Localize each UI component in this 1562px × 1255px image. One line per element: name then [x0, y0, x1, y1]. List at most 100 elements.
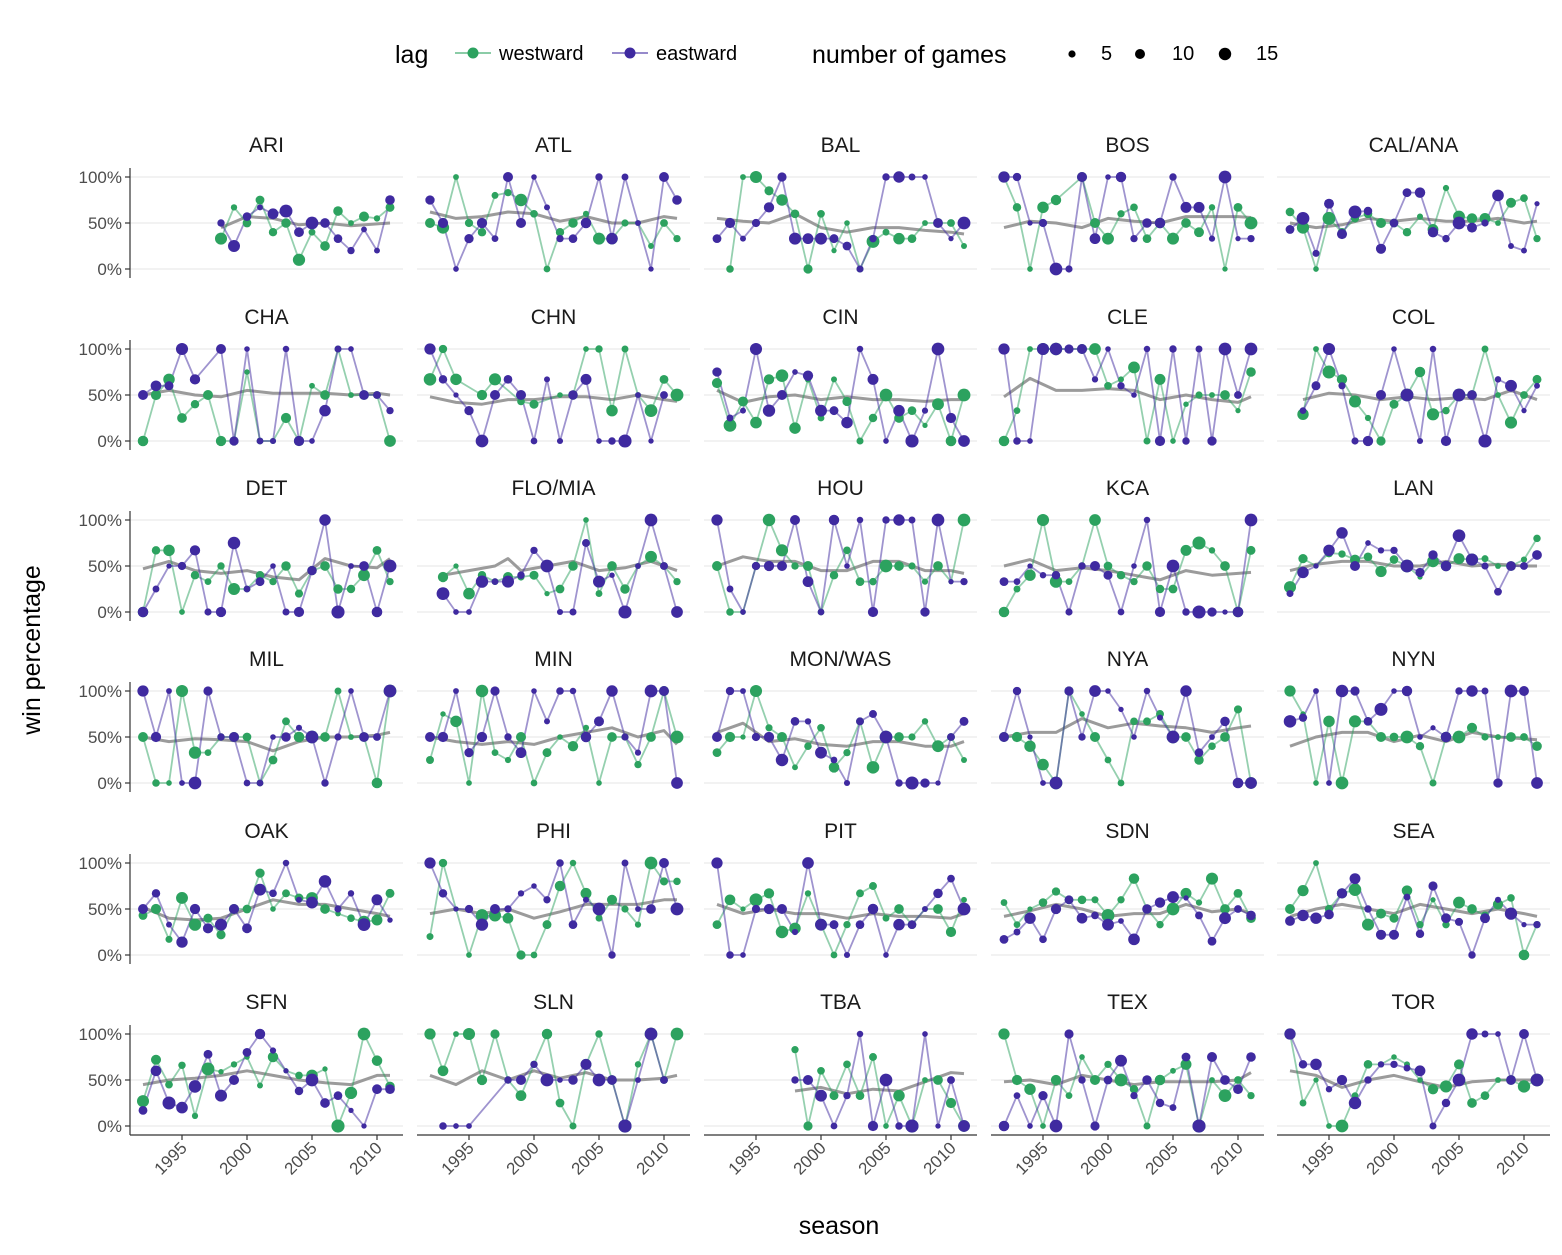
trend-line	[442, 557, 678, 577]
eastward-point	[1481, 562, 1489, 570]
eastward-point	[726, 951, 734, 959]
eastward-point	[1390, 1060, 1398, 1069]
eastward-point	[935, 780, 941, 786]
westward-point	[1363, 1060, 1373, 1069]
westward-point	[1336, 374, 1348, 385]
westward-point	[1205, 872, 1219, 885]
eastward-point	[1192, 605, 1206, 619]
facet-col: COL	[1277, 306, 1550, 448]
eastward-point	[166, 921, 172, 928]
westward-point	[137, 435, 149, 447]
westward-point	[789, 422, 801, 434]
eastward-point	[659, 172, 669, 182]
westward-point	[829, 1091, 839, 1101]
eastward-point	[269, 889, 277, 898]
westward-point	[437, 571, 449, 583]
eastward-point	[515, 1074, 527, 1086]
westward-point	[740, 734, 746, 740]
westward-point	[320, 732, 330, 742]
westward-point	[583, 346, 589, 352]
eastward-point	[1335, 684, 1349, 698]
eastward-point	[1494, 896, 1502, 903]
eastward-point	[1232, 777, 1244, 789]
westward-point	[1114, 1073, 1128, 1087]
eastward-point	[1363, 717, 1373, 726]
westward-point	[293, 731, 305, 743]
westward-line	[429, 1030, 678, 1129]
westward-point	[1518, 949, 1530, 961]
westward-point	[828, 762, 840, 773]
eastward-point	[556, 437, 564, 445]
facet-title: MIN	[534, 648, 573, 671]
facet-title: KCA	[1106, 477, 1149, 500]
facet-title: BOS	[1105, 134, 1149, 157]
eastward-point	[453, 688, 459, 694]
westward-point	[1495, 563, 1501, 569]
eastward-point	[659, 858, 669, 868]
eastward-point	[1324, 909, 1334, 920]
eastward-point	[998, 343, 1010, 355]
eastward-point	[922, 906, 928, 912]
eastward-point	[515, 217, 527, 229]
eastward-point	[1336, 1074, 1348, 1086]
y-tick-label: 100%	[79, 511, 122, 530]
westward-point	[868, 413, 878, 423]
eastward-point	[1533, 920, 1541, 929]
eastward-point	[150, 1065, 162, 1077]
eastward-point	[1105, 688, 1111, 694]
eastward-point	[305, 1073, 319, 1087]
eastward-point	[215, 606, 227, 618]
westward-point	[998, 435, 1010, 447]
westward-point	[644, 856, 658, 870]
eastward-point	[1364, 905, 1372, 913]
eastward-point	[242, 923, 252, 934]
westward-point	[957, 513, 971, 527]
westward-point	[673, 577, 681, 586]
eastward-point	[958, 435, 970, 447]
westward-point	[1036, 513, 1050, 527]
legend-size-label-5: 5	[1101, 43, 1112, 65]
westward-point	[152, 779, 160, 787]
eastward-point	[867, 373, 879, 385]
eastward-point	[1532, 550, 1542, 560]
westward-point	[1089, 514, 1101, 526]
eastward-point	[1440, 435, 1452, 447]
eastward-point	[740, 235, 746, 242]
eastward-point	[947, 733, 955, 741]
eastward-point	[1195, 911, 1203, 920]
westward-point	[1520, 556, 1528, 563]
facet-title: LAN	[1393, 477, 1434, 500]
legend-westward-label: westward	[498, 43, 583, 65]
eastward-point	[177, 561, 187, 571]
westward-point	[932, 398, 944, 411]
westward-point	[1452, 730, 1466, 744]
eastward-point	[790, 717, 800, 726]
eastward-point	[1076, 912, 1088, 924]
eastward-point	[802, 857, 814, 869]
westward-point	[817, 1066, 825, 1075]
westward-point	[1234, 1076, 1242, 1084]
eastward-point	[1454, 917, 1464, 926]
eastward-point	[489, 389, 501, 401]
westward-point	[331, 1119, 345, 1133]
eastward-point	[828, 514, 840, 526]
eastward-point	[1091, 376, 1099, 383]
eastward-point	[1364, 1076, 1372, 1084]
westward-point	[1517, 1080, 1531, 1093]
westward-point	[1180, 544, 1192, 556]
x-tick-label: 2010	[1207, 1138, 1247, 1178]
westward-point	[1416, 920, 1424, 929]
eastward-point	[515, 389, 527, 401]
eastward-point	[607, 1075, 617, 1085]
eastward-point	[385, 195, 395, 205]
eastward-point	[856, 1030, 864, 1038]
westward-point	[282, 717, 290, 726]
westward-point	[1077, 895, 1087, 905]
eastward-point	[1219, 912, 1231, 925]
eastward-point	[1206, 1051, 1218, 1063]
x-tick-label: 2010	[920, 1138, 960, 1178]
eastward-point	[935, 1123, 941, 1129]
trend-line	[716, 902, 965, 920]
westward-point	[1013, 585, 1021, 593]
westward-point	[712, 748, 722, 758]
